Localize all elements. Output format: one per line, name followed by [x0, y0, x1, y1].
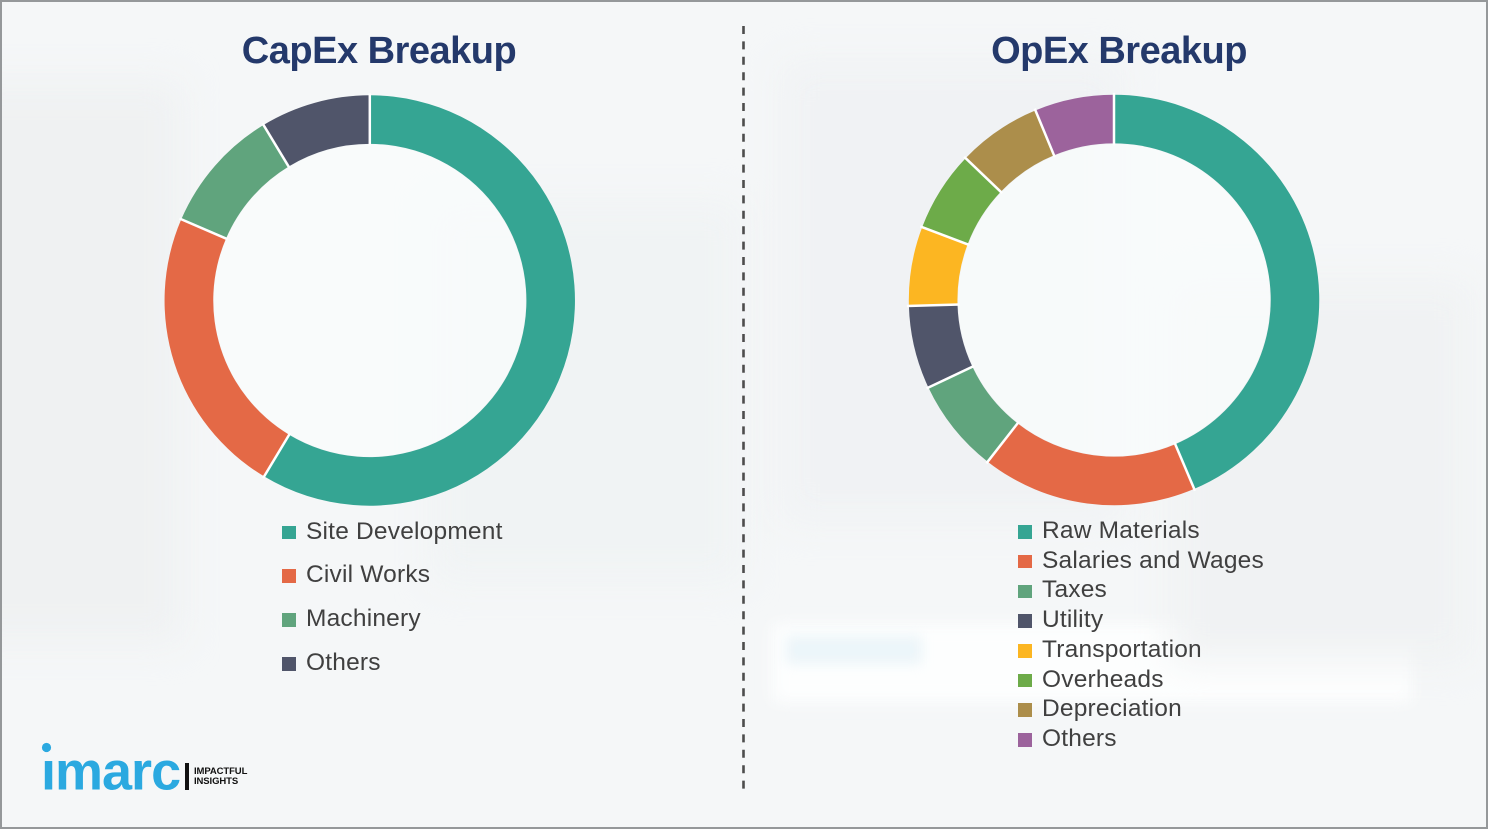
svg-text:ımarc: ımarc [41, 742, 180, 802]
svg-text:IMPACTFUL: IMPACTFUL [194, 766, 248, 777]
svg-text:INSIGHTS: INSIGHTS [194, 776, 238, 787]
